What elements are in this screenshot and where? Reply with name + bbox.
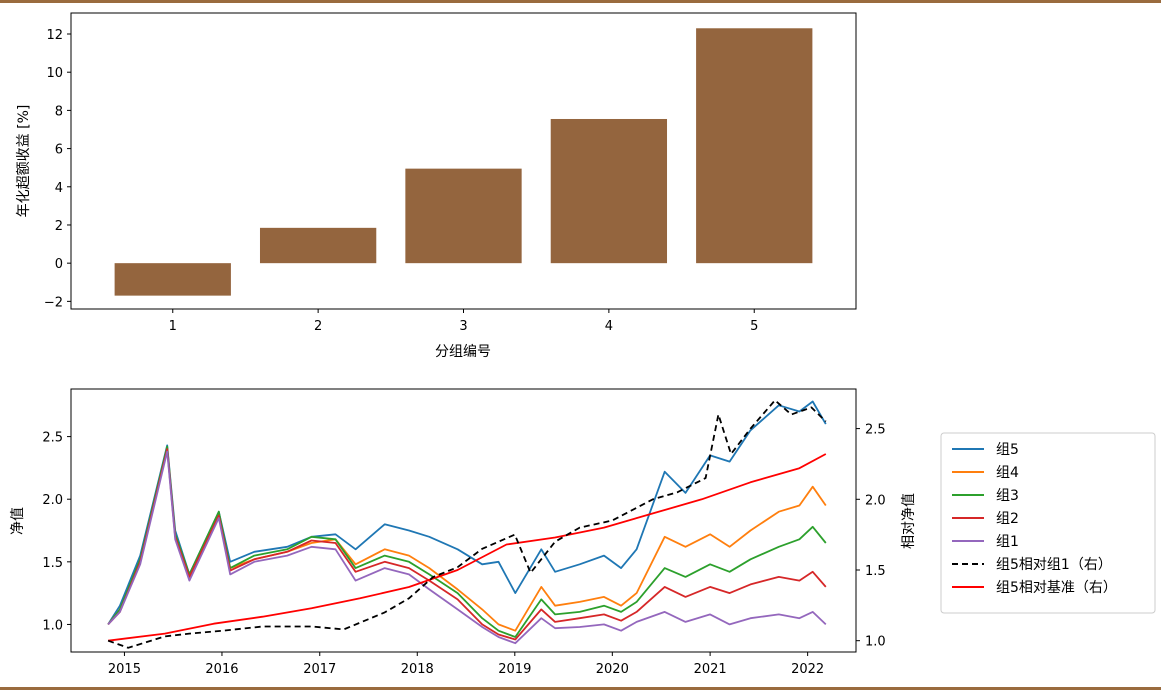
line-series-group — [107, 399, 827, 649]
line-x-tick-label: 2020 — [596, 662, 629, 677]
legend-label: 组5相对基准（右） — [996, 579, 1117, 596]
bar-x-tick-label: 5 — [750, 319, 758, 334]
line-x-tick-label: 2017 — [303, 662, 336, 677]
bar-x-tick-label: 3 — [459, 319, 467, 334]
line-y-tick-label: 2.5 — [42, 431, 63, 446]
bar-x-tick-label: 2 — [314, 319, 322, 334]
legend: 组5 组4 组3 组2 组1 组5相对组1（右） 组5相对基准（右） — [940, 432, 1156, 614]
line-y-tick-label: 1.0 — [42, 618, 63, 633]
line-plot-frame — [70, 388, 857, 653]
series-line-5 — [107, 399, 827, 649]
line-y-tick-label: 1.5 — [42, 556, 63, 571]
line-y-tick-label: 2.0 — [42, 493, 63, 508]
series-line-3 — [107, 448, 827, 641]
bar-x-ticks: 1 2 3 4 5 — [169, 309, 758, 334]
bar-y-tick-label: 10 — [46, 66, 63, 81]
bar-y-tick-label: 8 — [55, 104, 63, 119]
legend-box — [940, 432, 1156, 614]
line-x-ticks: 2015 2016 2017 2018 2019 2020 2021 2022 — [108, 652, 824, 677]
bar-y-tick-label: 12 — [46, 28, 63, 43]
legend-label: 组4 — [996, 465, 1019, 481]
bar-4 — [550, 118, 668, 264]
bar-marks — [114, 28, 813, 296]
bar-y-ticks: −2 0 2 4 6 8 10 12 — [44, 28, 71, 310]
top-rule — [0, 0, 1161, 3]
series-line-0 — [107, 400, 827, 625]
bar-x-tick-label: 4 — [605, 319, 613, 334]
legend-label: 组5相对组1（右） — [996, 557, 1112, 573]
legend-label: 组1 — [996, 534, 1019, 550]
bar-x-tick-label: 1 — [169, 319, 177, 334]
bar-y-tick-label: 2 — [55, 219, 63, 234]
line-y2-tick-label: 1.0 — [865, 635, 886, 650]
line-x-tick-label: 2018 — [401, 662, 434, 677]
line-x-tick-label: 2022 — [791, 662, 824, 677]
legend-label: 组2 — [996, 511, 1019, 527]
bottom-rule — [0, 687, 1161, 690]
line-x-tick-label: 2021 — [694, 662, 727, 677]
line-y2-tick-label: 2.0 — [865, 493, 886, 508]
line-chart: 1.01.52.02.5 1.01.52.02.5 2015 2016 2017 20… — [10, 388, 1156, 677]
series-line-6 — [107, 453, 827, 642]
series-line-2 — [107, 445, 827, 638]
line-y2-tick-label: 1.5 — [865, 564, 886, 579]
line-x-tick-label: 2015 — [108, 662, 141, 677]
bar-5 — [696, 28, 813, 264]
bar-2 — [259, 227, 377, 264]
line-x-tick-label: 2019 — [498, 662, 531, 677]
series-line-4 — [107, 450, 827, 645]
bar-y-tick-label: −2 — [44, 295, 63, 310]
bar-y-tick-label: 0 — [55, 257, 63, 272]
legend-items: 组5 组4 组3 组2 组1 组5相对组1（右） 组5相对基准（右） — [952, 442, 1117, 596]
bar-y-tick-label: 4 — [55, 181, 63, 196]
line-left-y-axis-label: 净值 — [10, 507, 26, 535]
legend-label: 组5 — [996, 442, 1019, 458]
line-right-y-ticks: 1.0 1.5 2.0 2.5 — [856, 423, 886, 650]
bar-y-tick-label: 6 — [55, 143, 63, 158]
bar-y-axis-label: 年化超额收益 [%] — [16, 105, 32, 218]
bar-3 — [405, 168, 522, 264]
bar-1 — [114, 263, 231, 296]
line-right-y-axis-label: 相对净值 — [901, 493, 917, 549]
line-left-y-ticks: 1.0 1.5 2.0 2.5 — [42, 431, 71, 633]
bar-x-axis-label: 分组编号 — [435, 344, 491, 360]
legend-label: 组3 — [996, 488, 1019, 504]
line-y2-tick-label: 2.5 — [865, 423, 886, 438]
line-x-tick-label: 2016 — [205, 662, 238, 677]
